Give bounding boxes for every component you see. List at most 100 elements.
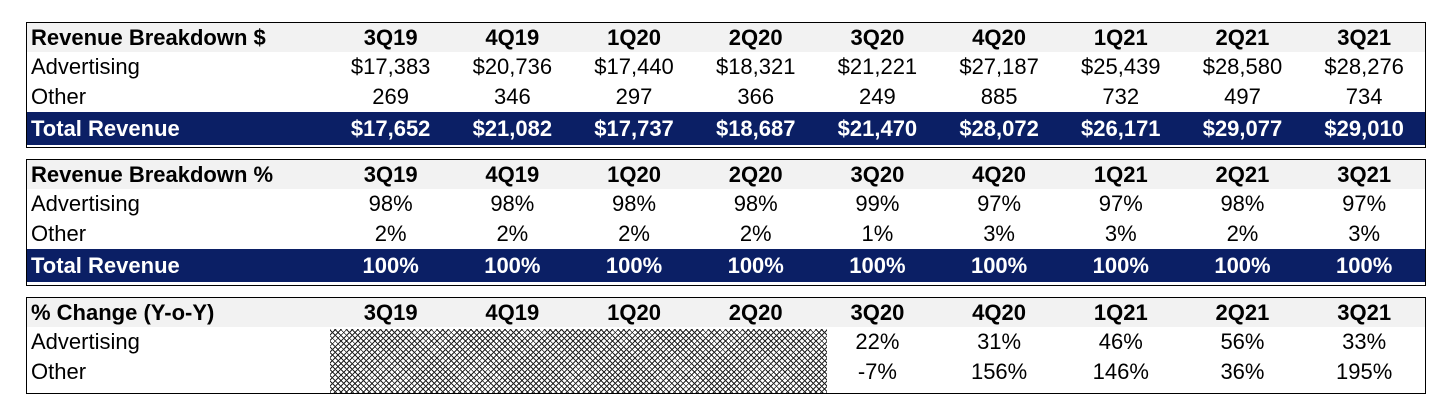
quarter-header: 1Q20 <box>607 24 661 50</box>
table-cell: 2% <box>618 221 650 246</box>
table-cell: $17,383 <box>350 54 431 79</box>
table-cell: 3% <box>1104 221 1137 246</box>
total-cell: $17,652 <box>350 115 431 141</box>
table-cell: 31% <box>977 329 1022 354</box>
total-cell: $18,687 <box>715 115 796 141</box>
total-cell: 100% <box>849 252 906 278</box>
table-cell: -7% <box>857 359 897 384</box>
table-header-row: Revenue Breakdown $ 3Q19 4Q19 1Q20 2Q20 … <box>27 23 1425 52</box>
table-cell: $28,276 <box>1324 54 1404 79</box>
table-cell: $21,221 <box>837 54 918 79</box>
table-cell: 2% <box>496 221 529 246</box>
row-label: Other <box>31 359 87 384</box>
quarter-header: 1Q21 <box>1093 161 1148 187</box>
table-cell: 98% <box>733 191 778 216</box>
table-cell: 2% <box>374 221 407 246</box>
table-cell: 3% <box>1348 221 1381 246</box>
table-cell: 22% <box>855 329 900 354</box>
quarter-header: 3Q21 <box>1337 299 1392 325</box>
quarter-header: 4Q20 <box>972 299 1026 325</box>
table-cell: 36% <box>1220 359 1265 384</box>
quarter-header: 4Q20 <box>972 24 1026 50</box>
quarter-header: 3Q21 <box>1337 161 1392 187</box>
quarter-header: 2Q21 <box>1215 299 1270 325</box>
table-title: % Change (Y-o-Y) <box>31 299 215 325</box>
table-cell: 732 <box>1102 84 1140 109</box>
table-row: Advertising 22% 31% 46% 56% 33% <box>27 327 1425 357</box>
total-cell: $21,470 <box>837 115 918 141</box>
table-cell: 97% <box>1098 191 1143 216</box>
table-row: Advertising 98% 98% 98% 98% 99% 97% 97% … <box>27 189 1425 219</box>
quarter-header: 3Q20 <box>850 161 905 187</box>
total-cell: $17,737 <box>594 115 674 141</box>
total-cell: $29,077 <box>1202 115 1283 141</box>
quarter-header: 3Q20 <box>850 299 905 325</box>
table-cell: $28,580 <box>1202 54 1283 79</box>
quarter-header: 4Q19 <box>485 24 540 50</box>
table-cell: $20,736 <box>472 54 553 79</box>
quarter-header: 4Q19 <box>485 299 540 325</box>
table-cell: 98% <box>1220 191 1265 216</box>
quarter-header: 2Q20 <box>728 299 783 325</box>
table-cell: 98% <box>612 191 657 216</box>
table-header-row: Revenue Breakdown % 3Q19 4Q19 1Q20 2Q20 … <box>27 160 1425 189</box>
total-cell: 100% <box>727 252 784 278</box>
quarter-header: 4Q20 <box>972 161 1026 187</box>
table-cell: 156% <box>970 359 1028 384</box>
table-cell: $17,440 <box>594 54 674 79</box>
table-cell: 249 <box>859 84 896 109</box>
table-cell: 33% <box>1342 329 1387 354</box>
total-label: Total Revenue <box>31 115 180 141</box>
total-cell: $29,010 <box>1324 115 1404 141</box>
total-cell: 100% <box>362 252 419 278</box>
quarter-header: 1Q21 <box>1093 299 1148 325</box>
table-cell: 269 <box>372 84 410 109</box>
quarter-header: 1Q20 <box>607 299 661 325</box>
quarter-header: 2Q20 <box>728 24 783 50</box>
table-cell: 195% <box>1336 359 1393 384</box>
total-cell: 100% <box>605 252 663 278</box>
quarter-header: 2Q20 <box>728 161 783 187</box>
table-cell: 97% <box>977 191 1022 216</box>
total-row: Total Revenue $17,652 $21,082 $17,737 $1… <box>27 112 1425 145</box>
quarter-header: 3Q21 <box>1337 24 1392 50</box>
total-cell: 100% <box>1214 252 1271 278</box>
total-cell: 100% <box>970 252 1028 278</box>
table-cell: 1% <box>861 221 894 246</box>
table-cell: 3% <box>983 221 1015 246</box>
table-title: Revenue Breakdown % <box>31 161 274 187</box>
row-label: Advertising <box>31 329 140 354</box>
table-cell: 97% <box>1342 191 1387 216</box>
table-cell: 497 <box>1224 84 1261 109</box>
revenue-percent-table: Revenue Breakdown % 3Q19 4Q19 1Q20 2Q20 … <box>26 159 1426 286</box>
quarter-header: 2Q21 <box>1215 24 1270 50</box>
total-label: Total Revenue <box>31 252 180 278</box>
table-cell: $25,439 <box>1081 54 1161 79</box>
total-cell: $26,171 <box>1081 115 1161 141</box>
total-row: Total Revenue 100% 100% 100% 100% 100% 1… <box>27 249 1425 282</box>
row-label: Advertising <box>31 191 140 216</box>
quarter-header: 2Q21 <box>1215 161 1270 187</box>
table-cell: 2% <box>739 221 772 246</box>
quarter-header: 3Q20 <box>850 24 905 50</box>
quarter-header: 3Q19 <box>363 24 418 50</box>
quarter-header: 1Q21 <box>1093 24 1148 50</box>
table-cell: 734 <box>1345 84 1383 109</box>
row-label: Advertising <box>31 54 140 79</box>
hatched-not-applicable-area <box>330 329 827 393</box>
quarter-header: 3Q19 <box>363 299 418 325</box>
table-cell: 346 <box>493 84 531 109</box>
yoy-change-table: % Change (Y-o-Y) 3Q19 4Q19 1Q20 2Q20 3Q2… <box>26 297 1426 394</box>
table-cell: $27,187 <box>959 54 1039 79</box>
table-cell: 366 <box>737 84 775 109</box>
table-row: Advertising $17,383 $20,736 $17,440 $18,… <box>27 52 1425 82</box>
row-label: Other <box>31 221 87 246</box>
total-cell: $28,072 <box>959 115 1039 141</box>
quarter-header: 4Q19 <box>485 161 540 187</box>
table-cell: 98% <box>368 191 413 216</box>
table-cell: 2% <box>1226 221 1259 246</box>
table-row: Other -7% 156% 146% 36% 195% <box>27 357 1425 387</box>
table-cell: 146% <box>1092 359 1149 384</box>
total-cell: 100% <box>1336 252 1393 278</box>
table-row: Other 2% 2% 2% 2% 1% 3% 3% 2% 3% <box>27 219 1425 249</box>
